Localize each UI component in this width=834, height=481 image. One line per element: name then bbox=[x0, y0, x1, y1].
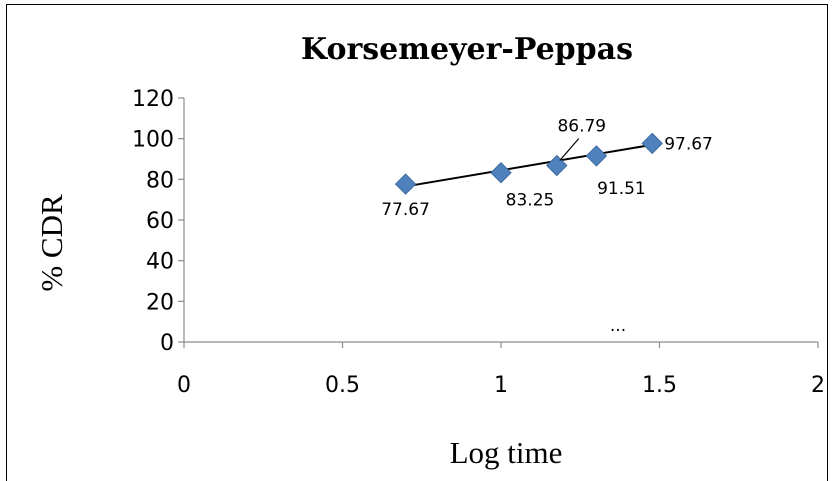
trendline-group bbox=[405, 143, 653, 188]
data-point-marker bbox=[585, 145, 608, 167]
chart-frame bbox=[6, 4, 828, 481]
data-point-marker bbox=[490, 162, 512, 184]
x-tick-label: 0 bbox=[177, 373, 191, 398]
y-tick-label: 80 bbox=[146, 168, 174, 193]
data-label: 77.67 bbox=[381, 200, 430, 220]
data-label: 86.79 bbox=[557, 117, 606, 137]
y-tick-label: 0 bbox=[160, 331, 174, 356]
y-tick-label: 40 bbox=[146, 250, 174, 275]
y-tick-label: 100 bbox=[132, 128, 174, 153]
x-axis-title: Log time bbox=[450, 435, 563, 470]
chart-title: Korsemeyer-Peppas bbox=[301, 32, 633, 67]
annotation-text: ... bbox=[610, 316, 626, 336]
trendline bbox=[405, 143, 653, 188]
y-tick-label: 120 bbox=[132, 87, 174, 112]
y-axis-title: % CDR bbox=[34, 194, 69, 292]
data-point-marker bbox=[546, 154, 568, 177]
data-point-marker bbox=[641, 132, 663, 155]
x-tick-label: 1.5 bbox=[642, 373, 677, 398]
data-labels: 77.67 83.25 86.79 91.51 97.67 bbox=[381, 117, 713, 221]
x-tick-label: 2 bbox=[811, 373, 825, 398]
y-tick-label: 60 bbox=[146, 209, 174, 234]
data-label: 97.67 bbox=[664, 134, 713, 154]
data-label-leader-line bbox=[559, 138, 580, 161]
axes: 0 20 40 60 80 100 120 0 0.5 1 1.5 2 bbox=[132, 87, 825, 398]
data-points bbox=[394, 132, 663, 195]
data-label: 91.51 bbox=[597, 179, 646, 199]
y-tick-label: 20 bbox=[146, 290, 174, 315]
x-tick-label: 1 bbox=[494, 373, 508, 398]
data-label: 83.25 bbox=[506, 191, 555, 211]
data-point-marker bbox=[394, 173, 417, 195]
x-tick-label: 0.5 bbox=[325, 373, 360, 398]
